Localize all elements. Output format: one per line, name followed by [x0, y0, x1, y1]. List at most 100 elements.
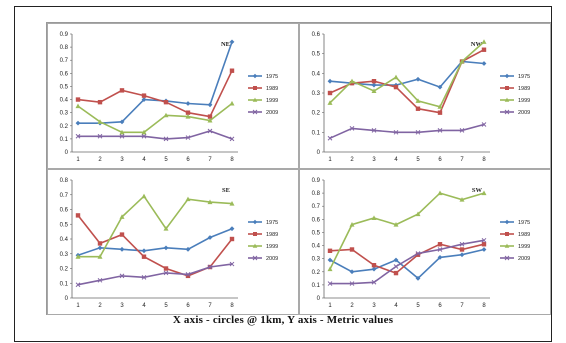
- se-x-tick-label: 7: [208, 303, 212, 309]
- nw-series-2009-point: [415, 129, 421, 135]
- se-legend-label-1999: 1999: [266, 244, 278, 250]
- se-series-1999-point: [163, 226, 169, 231]
- ne-y-tick-label: 0: [65, 150, 69, 156]
- ne-legend-marker-1975: [252, 73, 258, 79]
- se-y-tick-label: 0.6: [60, 208, 69, 214]
- ne-series-1999-point: [185, 114, 191, 119]
- sw-series-1999-line: [329, 192, 485, 270]
- nw-legend-marker-1999: [504, 97, 510, 102]
- nw-y-tick-label: 0.6: [312, 32, 321, 38]
- se-series-2009-point: [207, 264, 213, 270]
- sw-series-2009-line: [330, 239, 485, 285]
- se-legend-marker-1975: [252, 219, 258, 225]
- sw-series-1989-line: [329, 243, 485, 275]
- se-series-1975-point: [229, 226, 235, 232]
- se-series-1999-point: [119, 214, 125, 219]
- sw-y-tick-label: 0.4: [312, 244, 321, 250]
- nw-y-tick-label: 0.4: [312, 71, 321, 77]
- ne-series-1999-line: [77, 102, 233, 134]
- se-series-2009-point: [75, 282, 81, 288]
- sw-series-2009-point: [371, 279, 377, 285]
- nw-series-2009-point: [327, 135, 333, 141]
- nw-panel-title: NW: [471, 41, 483, 48]
- se-x-tick-label: 8: [230, 303, 234, 309]
- se-series-1989-point: [97, 241, 103, 246]
- chart-se-svg: 0 0.1 0.2 0.3 0.4 0.5 0.6 0.7 0.8 1 2 3 4 5 6 7 8 SE 1975 1…: [60, 178, 279, 309]
- nw-series-2009-point: [371, 128, 377, 133]
- ne-series-2009-point: [163, 136, 169, 142]
- ne-series-1975-point: [119, 119, 125, 125]
- sw-y-tick-label: 0.2: [312, 270, 321, 276]
- sw-series-1999-point: [393, 221, 399, 227]
- ne-series-1989-point: [185, 110, 191, 115]
- se-y-tick-label: 0.8: [60, 178, 69, 184]
- nw-y-tick-label: 0.2: [312, 111, 321, 117]
- ne-series-1975-line: [78, 41, 233, 124]
- se-y-tick-label: 0.2: [60, 267, 69, 273]
- sw-series-1989-point: [327, 248, 333, 253]
- sw-series-1975-point: [393, 257, 399, 263]
- nw-x-tick-label: 1: [328, 157, 332, 163]
- nw-series-2009-line: [329, 123, 485, 139]
- sw-series-1999-point: [371, 215, 377, 221]
- nw-series-2009-point: [481, 122, 487, 127]
- sw-panel-title: SW: [472, 187, 483, 194]
- ne-legend-marker-1989: [253, 86, 257, 90]
- ne-y-tick-label: 0.7: [60, 58, 69, 64]
- panel-se: 0 0.1 0.2 0.3 0.4 0.5 0.6 0.7 0.8 1 2 3 4 5 6 7 8 SE 1975 1…: [47, 169, 299, 315]
- nw-series-1999-point: [349, 78, 355, 84]
- sw-series-2009-point: [459, 241, 465, 247]
- sw-y-tick-label: 0.5: [312, 230, 321, 236]
- se-x-tick-label: 2: [98, 303, 102, 309]
- se-series-1999-point: [75, 254, 81, 259]
- ne-series-2009-point: [119, 133, 125, 139]
- sw-legend-marker-2009: [504, 255, 510, 261]
- nw-y-tick-label: 0.1: [312, 130, 321, 136]
- se-series-1989-point: [119, 232, 125, 237]
- se-series-1999-point: [185, 196, 191, 202]
- nw-series-2009-point: [459, 128, 465, 133]
- sw-series-1975-point: [349, 269, 355, 275]
- sw-y-tick-label: 0: [317, 296, 321, 302]
- sw-series-2009-point: [481, 237, 487, 243]
- nw-series-1989-point: [415, 106, 421, 111]
- se-series-2009-point: [229, 261, 235, 267]
- nw-legend-label-1999: 1999: [518, 98, 530, 104]
- sw-series-1975-point: [415, 275, 421, 281]
- se-y-tick-label: 0: [65, 296, 69, 302]
- nw-series-1989-point: [327, 90, 333, 96]
- sw-series-1989-point: [371, 263, 377, 268]
- sw-series-1999-point: [349, 221, 355, 227]
- se-series-1999-line: [78, 194, 233, 258]
- sw-series-1989-point: [393, 270, 399, 276]
- panel-ne: 0 0.1 0.2 0.3 0.4 0.5 0.6 0.7 0.8 0.9 1 2 3 4 5 6 7 8 NE 19…: [47, 23, 299, 169]
- sw-series-2009-point: [393, 264, 399, 269]
- se-y-tick-label: 0.1: [60, 281, 69, 287]
- ne-legend-label-1975: 1975: [266, 74, 278, 80]
- ne-series-1999-point: [163, 112, 169, 118]
- se-series-1989-point: [141, 254, 147, 259]
- nw-x-tick-label: 8: [482, 157, 486, 163]
- se-series-1989-point: [185, 273, 191, 279]
- sw-series-1999-point: [415, 211, 421, 217]
- ne-panel-title: NE: [221, 41, 230, 48]
- nw-series-1999-point: [371, 88, 377, 94]
- nw-series-2009-point: [393, 129, 399, 135]
- se-x-tick-label: 6: [186, 303, 190, 309]
- panel-sw: 0 0.1 0.2 0.3 0.4 0.5 0.6 0.7 0.8 0.9 1 2 3 4 5 6 7 8 SW 19…: [299, 169, 551, 315]
- sw-x-tick-label: 5: [416, 303, 420, 309]
- ne-series-1989-point: [229, 68, 235, 73]
- sw-series-1989-point: [415, 252, 421, 257]
- nw-series-1999-point: [415, 98, 421, 103]
- panel-grid: 0 0.1 0.2 0.3 0.4 0.5 0.6 0.7 0.8 0.9 1 2 3 4 5 6 7 8 NE 19…: [46, 22, 551, 315]
- ne-series-2009-point: [185, 135, 191, 140]
- panel-nw: 0 0.1 0.2 0.3 0.4 0.5 0.6 1 2 3 4 5 6 7 8 NW 1975 1989 199…: [299, 23, 551, 169]
- sw-y-tick-label: 0.3: [312, 257, 321, 263]
- sw-series-2009-point: [327, 281, 333, 286]
- sw-series-2009-point: [415, 251, 421, 256]
- se-x-tick-label: 3: [120, 303, 124, 309]
- nw-series-2009-point: [349, 126, 355, 131]
- sw-x-tick-label: 8: [482, 303, 486, 309]
- se-series-2009-point: [119, 273, 125, 279]
- se-legend-label-1989: 1989: [266, 232, 278, 238]
